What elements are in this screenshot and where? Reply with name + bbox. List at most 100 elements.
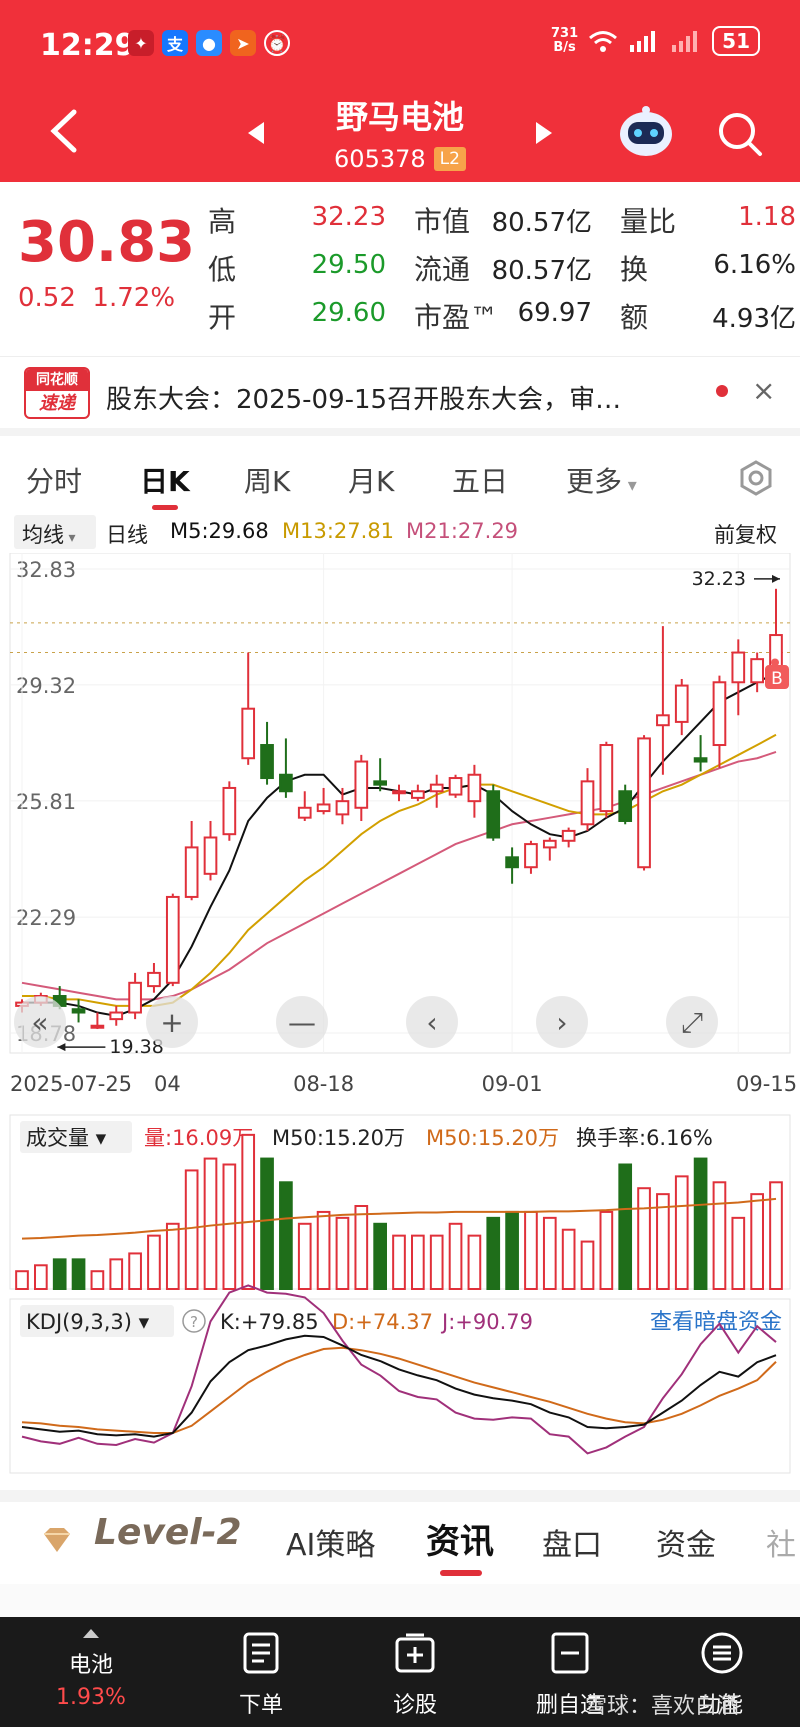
candle bbox=[147, 971, 161, 988]
content-preview-strip bbox=[0, 1584, 800, 1617]
close-icon[interactable]: × bbox=[752, 374, 776, 407]
tab-news[interactable]: 资讯 bbox=[426, 1522, 494, 1562]
candle bbox=[674, 684, 689, 723]
help-icon[interactable] bbox=[182, 1309, 206, 1333]
volume-bar bbox=[561, 1228, 576, 1291]
ma-dropdown-label[interactable]: 均线 ▾ bbox=[22, 523, 76, 547]
chart-control-button[interactable] bbox=[14, 996, 66, 1048]
signal-icon-2 bbox=[672, 31, 698, 52]
help-icon-glyph: ? bbox=[190, 1313, 198, 1331]
float-cap-value: 80.57亿 bbox=[491, 256, 592, 286]
charts-area[interactable]: 32.8329.3225.8122.2918.7832.2319.38B«+—‹… bbox=[0, 553, 800, 1483]
tab-community[interactable]: 社 bbox=[766, 1528, 796, 1563]
tab-order-book[interactable]: 盘口 bbox=[542, 1528, 602, 1563]
amount-value: 4.93亿 bbox=[712, 304, 796, 334]
low-arrow-head bbox=[57, 1043, 66, 1052]
volume-bar bbox=[222, 1163, 237, 1290]
volume-bar bbox=[260, 1157, 274, 1290]
volume-bar bbox=[52, 1258, 67, 1290]
candle bbox=[712, 681, 727, 747]
back-arrow-icon[interactable] bbox=[46, 108, 80, 154]
candle bbox=[637, 737, 651, 869]
next-stock-icon[interactable] bbox=[534, 120, 554, 146]
robot-assistant-icon[interactable] bbox=[616, 104, 676, 160]
volume-panel[interactable]: 成交量 ▾ 量:16.09万 M50:15.20万 M50:15.20万 换手率:6.1… bbox=[9, 1114, 791, 1291]
volume-bar bbox=[147, 1234, 161, 1291]
high-arrow-head bbox=[772, 574, 780, 583]
low-annotation: 19.38 bbox=[109, 1036, 163, 1058]
volume-bar bbox=[674, 1175, 689, 1290]
volume-bar bbox=[15, 1270, 29, 1291]
watermark: 雪球：喜欢白酒 bbox=[585, 1694, 740, 1719]
tab-daily-k[interactable]: 日K bbox=[140, 465, 190, 498]
tab-weekly-k[interactable]: 周K bbox=[244, 465, 291, 498]
document-icon bbox=[243, 1632, 279, 1674]
tab-ai-strategy[interactable]: AI策略 bbox=[286, 1528, 376, 1563]
amount-label: 额 bbox=[620, 301, 649, 334]
volume-value-label: 量:16.09万 bbox=[144, 1126, 253, 1150]
tab-five-day[interactable]: 五日 bbox=[452, 465, 509, 498]
volume-m50-label-2: M50:15.20万 bbox=[426, 1126, 559, 1150]
candle bbox=[203, 836, 218, 875]
volume-bar bbox=[467, 1234, 482, 1291]
candle bbox=[486, 790, 501, 839]
notification-app-icon: ✦ bbox=[128, 30, 154, 56]
chart-control-button[interactable] bbox=[276, 996, 328, 1048]
tab-more[interactable]: 更多 ▾ bbox=[566, 465, 637, 498]
chart-control-glyph: ⤢ bbox=[681, 1006, 703, 1039]
volume-bar bbox=[637, 1187, 651, 1291]
candle bbox=[165, 895, 180, 984]
chart-control-button[interactable] bbox=[406, 996, 458, 1048]
d-value-label: D:+74.37 bbox=[332, 1310, 433, 1334]
kdj-panel[interactable]: KDJ(9,3,3) ▾? K:+79.85 D:+74.37 J:+90.79 查看暗… bbox=[9, 1284, 791, 1474]
search-icon[interactable] bbox=[716, 110, 764, 158]
open-label: 开 bbox=[208, 301, 237, 334]
ma-dropdown[interactable] bbox=[14, 515, 96, 549]
tab-funds[interactable]: 资金 bbox=[656, 1528, 716, 1563]
kline-panel[interactable]: 32.8329.3225.8122.2918.7832.2319.38B«+—‹… bbox=[9, 553, 797, 1096]
candle bbox=[316, 803, 331, 813]
adjust-mode[interactable]: 前复权 bbox=[714, 523, 777, 547]
candle bbox=[599, 744, 614, 813]
dark-pool-link[interactable]: 查看暗盘资金 bbox=[650, 1310, 782, 1335]
chart-control-button[interactable] bbox=[146, 996, 198, 1048]
candle bbox=[279, 773, 293, 793]
candle bbox=[109, 1011, 124, 1021]
prev-stock-icon[interactable] bbox=[246, 120, 266, 146]
open-value: 29.60 bbox=[311, 298, 386, 328]
header-bar: 12:29 ✦ 支 ● ➤ ⏰ 731 B/s bbox=[0, 0, 800, 182]
volume-bar bbox=[335, 1216, 350, 1290]
volume-bar bbox=[429, 1234, 444, 1291]
volume-ratio-label: 量比 bbox=[620, 205, 677, 238]
period-tabs: 分时 日K 周K 月K 五日 更多 ▾ bbox=[0, 444, 800, 506]
volume-bar bbox=[71, 1258, 86, 1290]
kline-frame bbox=[9, 553, 791, 1054]
caret-up-icon bbox=[83, 1629, 99, 1638]
candle bbox=[561, 829, 576, 842]
volume-bar bbox=[354, 1205, 369, 1290]
tab-monthly-k[interactable]: 月K bbox=[348, 465, 395, 498]
y-tick-label: 29.32 bbox=[16, 674, 76, 698]
paper-plane-icon: ➤ bbox=[230, 30, 256, 56]
news-headline[interactable]: 股东大会：2025-09-15召开股东大会，审… bbox=[106, 385, 622, 415]
volume-dropdown-box[interactable] bbox=[20, 1121, 132, 1153]
buy-marker-label: B bbox=[771, 669, 783, 689]
tab-intraday[interactable]: 分时 bbox=[26, 465, 83, 498]
x-tick-label-extra: 04 bbox=[154, 1072, 181, 1096]
chart-control-button[interactable] bbox=[536, 996, 588, 1048]
chart-control-button[interactable] bbox=[666, 996, 718, 1048]
news-banner[interactable]: 同花顺 速递 股东大会：2025-09-15召开股东大会，审… bbox=[0, 356, 800, 436]
volume-m50-label: M50:15.20万 bbox=[272, 1126, 405, 1150]
y-tick-label: 25.81 bbox=[16, 790, 76, 814]
candle bbox=[731, 651, 746, 684]
chart-settings-icon[interactable] bbox=[738, 460, 774, 496]
k-value-label: K:+79.85 bbox=[220, 1310, 319, 1334]
bottom-tab-underline bbox=[440, 1570, 482, 1576]
kdj-dropdown-box[interactable] bbox=[20, 1305, 174, 1337]
active-tab-underline bbox=[152, 505, 178, 510]
volume-bar bbox=[656, 1193, 670, 1291]
level2-tab[interactable]: Level-2 bbox=[94, 1512, 242, 1553]
candle bbox=[467, 773, 482, 803]
volume-bar bbox=[542, 1216, 557, 1290]
chart-control-glyph: « bbox=[31, 1006, 48, 1039]
